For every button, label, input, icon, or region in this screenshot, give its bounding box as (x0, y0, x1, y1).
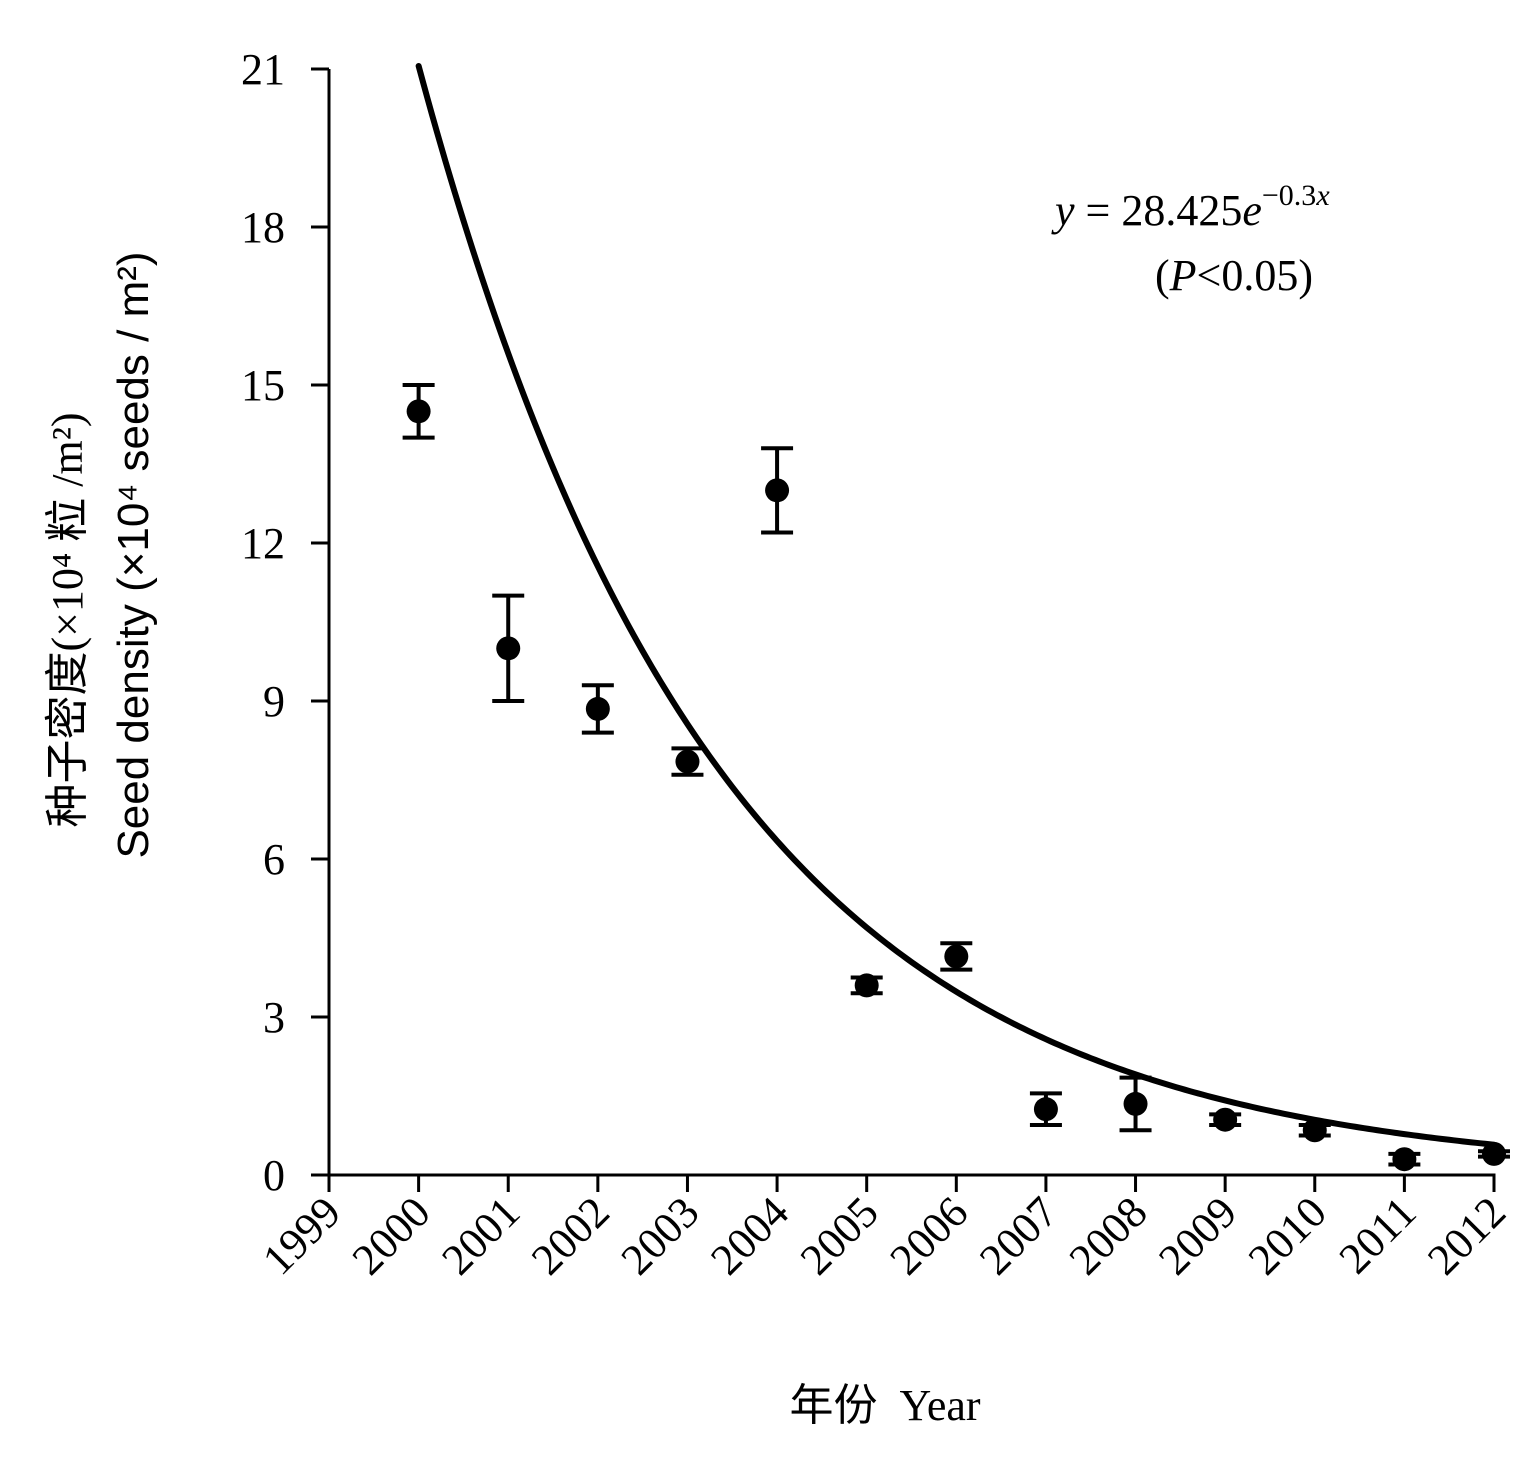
data-point (1392, 1147, 1417, 1172)
x-tick-label: 2000 (343, 1187, 440, 1284)
x-tick-label: 2005 (791, 1187, 888, 1284)
data-point-group (1298, 1118, 1331, 1143)
y-tick-label: 9 (263, 677, 285, 726)
x-tick-label: 2004 (701, 1187, 798, 1284)
data-point (496, 636, 521, 661)
x-tick-label: 2003 (612, 1187, 709, 1284)
data-point (854, 973, 879, 998)
y-tick-label: 18 (241, 203, 285, 252)
x-tick-label: 2012 (1418, 1187, 1515, 1284)
data-point-group (850, 973, 883, 998)
y-tick-label: 15 (241, 361, 285, 410)
p-value: (P<0.05) (1155, 251, 1313, 300)
data-point-group (940, 941, 973, 972)
data-point (1033, 1097, 1058, 1122)
data-point-group (402, 383, 435, 440)
data-point (1482, 1141, 1506, 1166)
data-point (675, 749, 700, 774)
y-tick-label: 21 (241, 45, 285, 94)
p-open: ( (1155, 251, 1170, 300)
data-point-group (581, 683, 614, 735)
data-point (1302, 1118, 1327, 1143)
data-point-group (1029, 1091, 1062, 1127)
x-tick-label: 2006 (881, 1187, 978, 1284)
x-axis-title: 年份 Year (789, 1381, 980, 1430)
p-var: P (1169, 251, 1197, 300)
eq-e-var: e (1242, 186, 1262, 235)
y-tick-label: 0 (263, 1151, 285, 1200)
fit-curve (415, 62, 1497, 1148)
x-tick-label: 2001 (432, 1187, 529, 1284)
x-tick-label: 2008 (1060, 1187, 1157, 1284)
data-point-group (671, 746, 704, 777)
data-point (765, 478, 790, 503)
data-point-group (492, 593, 525, 703)
y-tick-label: 12 (241, 519, 285, 568)
fit-curve-group (415, 62, 1497, 1148)
x-tick-label: 1999 (253, 1187, 350, 1284)
data-point (1213, 1107, 1238, 1132)
eq-exponent-var: x (1315, 179, 1330, 212)
data-point-group (1209, 1107, 1242, 1132)
eq-y-var: y (1051, 186, 1075, 235)
axes (327, 69, 1496, 1177)
y-axis-title-chinese: 种子密度(×10⁴ 粒 /m²) (43, 412, 92, 827)
data-points (402, 383, 1510, 1172)
y-tick-label: 3 (263, 993, 285, 1042)
y-axis-title-english: Seed density (×10⁴ seeds / m²) (109, 251, 158, 858)
data-point-group (1388, 1147, 1421, 1172)
y-tick-label: 6 (263, 835, 285, 884)
x-tick-label: 2007 (970, 1187, 1067, 1284)
data-point (944, 944, 969, 969)
x-tick-label: 2010 (1239, 1187, 1336, 1284)
data-point-group (761, 446, 794, 535)
axis-ticks: 0 3 6 9 12 15 18 21 1999200020012002200320042005… (241, 45, 1515, 1284)
data-point (585, 696, 610, 721)
x-tick-label: 2011 (1330, 1187, 1426, 1283)
x-tick-label: 2009 (1149, 1187, 1246, 1284)
p-rest: <0.05) (1197, 251, 1313, 300)
fit-equation: y = 28.425e−0.3x (1051, 179, 1330, 235)
eq-coefficient: = 28.425 (1075, 186, 1243, 235)
eq-exponent: −0.3 (1262, 179, 1316, 212)
data-point (406, 399, 431, 424)
data-point (1123, 1091, 1148, 1116)
x-tick-label: 2002 (522, 1187, 619, 1284)
data-point-group (1478, 1141, 1510, 1166)
data-point-group (1119, 1075, 1152, 1133)
